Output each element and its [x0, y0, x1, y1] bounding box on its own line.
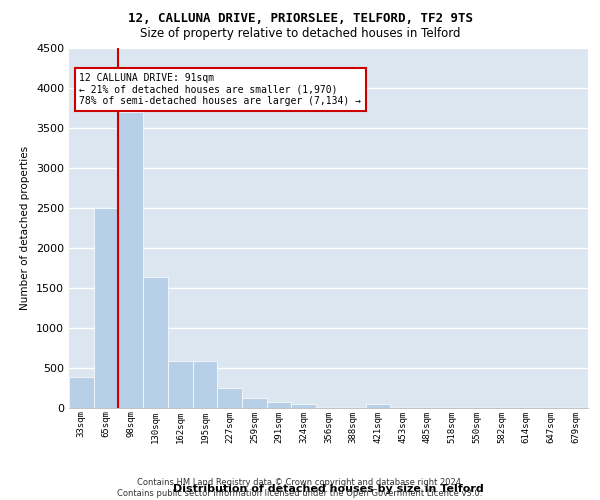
Bar: [69, 377, 94, 408]
Bar: [193, 361, 217, 408]
Bar: [292, 404, 316, 407]
Bar: [143, 277, 168, 407]
Bar: [94, 208, 118, 408]
X-axis label: Distribution of detached houses by size in Telford: Distribution of detached houses by size …: [173, 484, 484, 494]
Text: Contains HM Land Registry data © Crown copyright and database right 2024.
Contai: Contains HM Land Registry data © Crown c…: [118, 478, 482, 498]
Bar: [168, 361, 193, 408]
Bar: [118, 112, 143, 408]
Text: 12 CALLUNA DRIVE: 91sqm
← 21% of detached houses are smaller (1,970)
78% of semi: 12 CALLUNA DRIVE: 91sqm ← 21% of detache…: [79, 72, 361, 106]
Bar: [217, 388, 242, 407]
Text: 12, CALLUNA DRIVE, PRIORSLEE, TELFORD, TF2 9TS: 12, CALLUNA DRIVE, PRIORSLEE, TELFORD, T…: [128, 12, 473, 26]
Bar: [242, 398, 267, 407]
Bar: [365, 404, 390, 407]
Y-axis label: Number of detached properties: Number of detached properties: [20, 146, 31, 310]
Text: Size of property relative to detached houses in Telford: Size of property relative to detached ho…: [140, 28, 460, 40]
Bar: [267, 402, 292, 407]
